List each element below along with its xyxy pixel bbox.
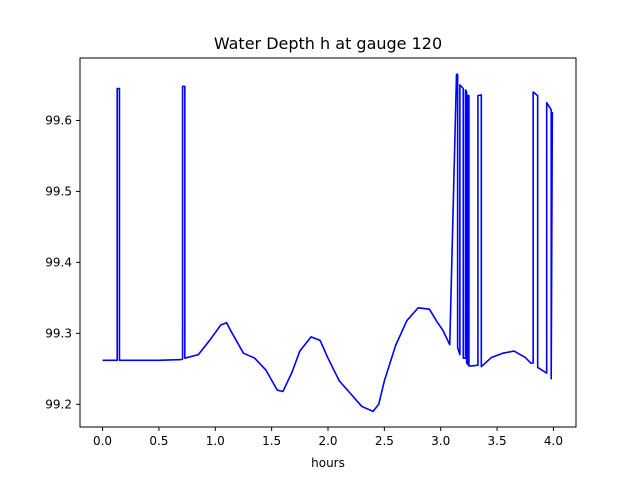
plot-area — [79, 57, 577, 428]
y-tick-label: 99.2 — [45, 397, 72, 411]
x-tick-label: 3.5 — [488, 434, 507, 448]
x-tick-label: 0.5 — [149, 434, 168, 448]
series-line — [102, 73, 554, 413]
chart-title: Water Depth h at gauge 120 — [214, 34, 442, 53]
x-tick-label: 3.0 — [431, 434, 450, 448]
x-axis-label: hours — [311, 456, 345, 470]
series-layer — [102, 73, 554, 413]
y-tick-label: 99.4 — [45, 255, 72, 269]
x-tick-label: 2.0 — [318, 434, 337, 448]
x-tick-label: 0.0 — [93, 434, 112, 448]
x-axis: 0.0 0.5 1.0 1.5 2.0 2.5 3.0 3.5 4.0 — [93, 427, 563, 448]
x-tick-label: 1.0 — [206, 434, 225, 448]
y-tick-label: 99.3 — [45, 326, 72, 340]
plot-background — [80, 58, 576, 427]
y-tick-label: 99.5 — [45, 184, 72, 198]
y-axis: 99.2 99.3 99.4 99.5 99.6 — [45, 113, 80, 411]
y-tick-label: 99.6 — [45, 113, 72, 127]
x-tick-label: 1.5 — [262, 434, 281, 448]
x-tick-label: 2.5 — [375, 434, 394, 448]
x-tick-label: 4.0 — [544, 434, 563, 448]
